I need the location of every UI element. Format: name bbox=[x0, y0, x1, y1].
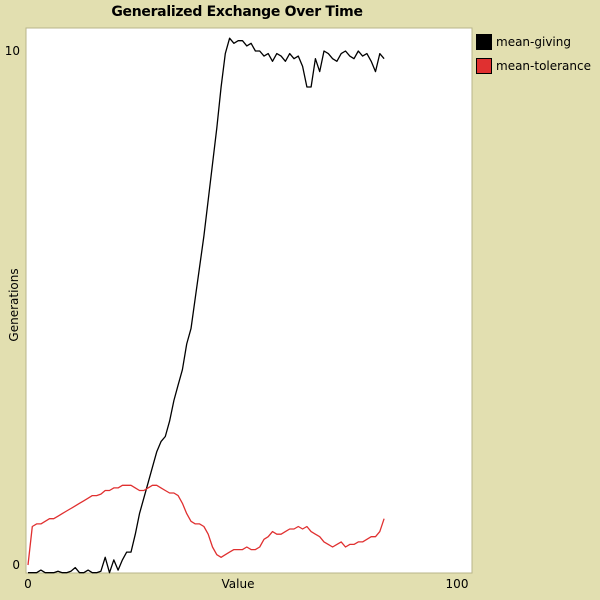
x-tick-label-100: 100 bbox=[446, 577, 469, 591]
y-tick-label-10: 10 bbox=[5, 44, 20, 58]
chart-title: Generalized Exchange Over Time bbox=[111, 4, 363, 20]
legend: mean-giving mean-tolerance bbox=[476, 32, 591, 80]
x-tick-label-0: 0 bbox=[24, 577, 32, 591]
legend-item-mean-tolerance: mean-tolerance bbox=[476, 56, 591, 76]
plot-area bbox=[25, 27, 473, 574]
legend-item-mean-giving: mean-giving bbox=[476, 32, 591, 52]
series-line-mean-giving bbox=[28, 37, 385, 574]
x-axis-label: Value bbox=[222, 577, 255, 591]
legend-label-mean-tolerance: mean-tolerance bbox=[496, 59, 591, 73]
legend-label-mean-giving: mean-giving bbox=[496, 35, 571, 49]
legend-swatch-mean-giving bbox=[476, 34, 492, 50]
legend-swatch-mean-tolerance bbox=[476, 58, 492, 74]
y-axis-label: Generations bbox=[7, 268, 21, 341]
series-line-mean-tolerance bbox=[27, 484, 385, 566]
y-tick-label-0: 0 bbox=[12, 558, 20, 572]
series-layer bbox=[27, 37, 385, 574]
